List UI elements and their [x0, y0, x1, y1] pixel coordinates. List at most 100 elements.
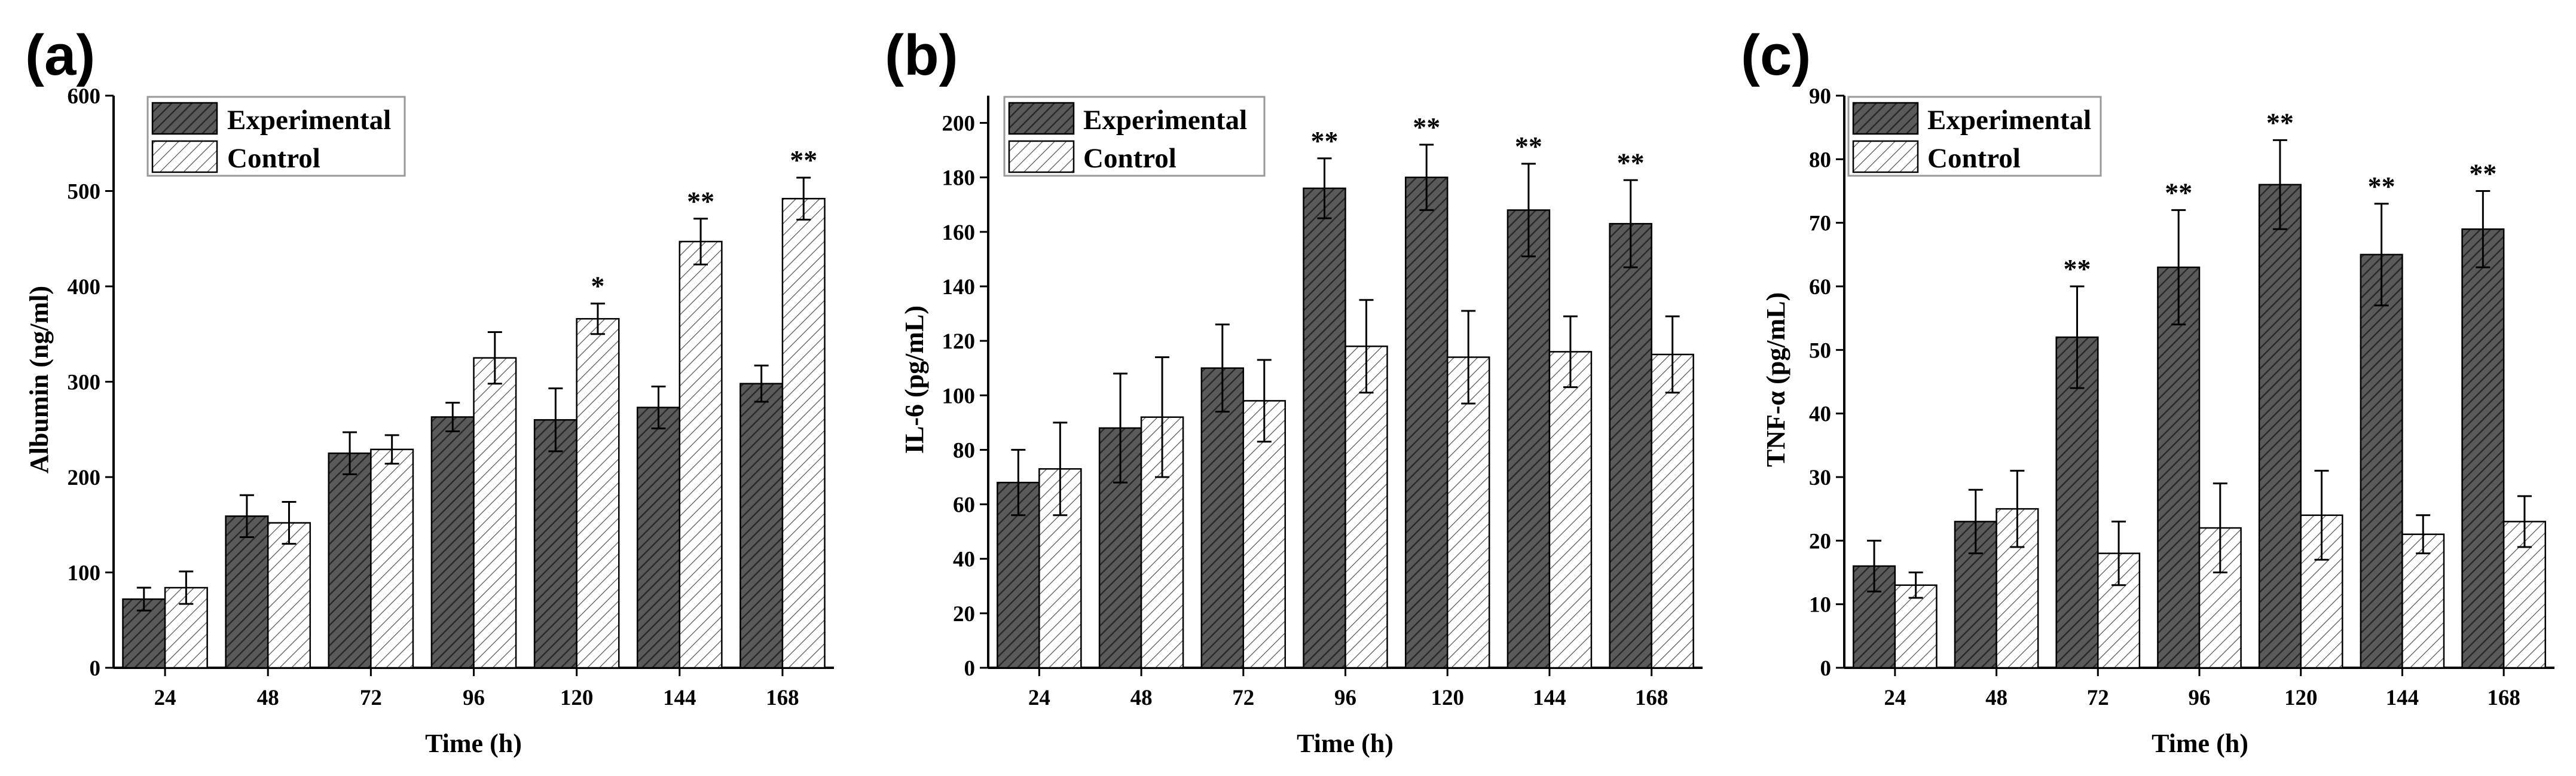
bar-experimental [1303, 187, 1346, 669]
panel-a: (a) Albumin (ng/ml) Time (h) 0 100 200 300 4… [25, 23, 834, 758]
bar-experimental [636, 407, 681, 669]
x-tick-label: 120 [2284, 686, 2318, 710]
x-tick-label: 168 [1635, 686, 1669, 710]
bar-experimental [2360, 253, 2403, 669]
x-tick-label: 72 [1232, 686, 1254, 710]
panel-c-y-axis-title: TNF-α (pg/mL) [1761, 292, 1790, 467]
bar-control [576, 317, 620, 669]
bar-control [1242, 400, 1287, 669]
y-tick-label: 600 [68, 84, 101, 109]
bar-experimental [1404, 176, 1449, 669]
x-tick-label: 168 [2487, 686, 2520, 710]
panel-b-label: (b) [885, 23, 958, 87]
y-tick-label: 160 [942, 221, 976, 245]
x-tick-label: 96 [1334, 686, 1356, 710]
x-tick-label: 96 [2189, 686, 2211, 710]
significance-label: ** [2469, 158, 2496, 189]
x-tick-label: 144 [2386, 686, 2419, 710]
y-tick-label: 80 [1809, 148, 1831, 172]
legend-label-control: Control [227, 143, 320, 174]
x-tick-label: 168 [766, 686, 799, 710]
x-tick-label: 48 [1130, 686, 1153, 710]
x-tick-label: 96 [463, 686, 485, 710]
bar-control [164, 586, 208, 669]
bar-control [2401, 533, 2445, 669]
x-tick-label: 120 [560, 686, 594, 710]
panel-b-x-axis-title: Time (h) [1297, 729, 1394, 758]
y-tick-label: 300 [68, 371, 101, 395]
significance-label: ** [1311, 126, 1339, 156]
y-tick-label: 400 [68, 275, 101, 300]
x-tick-label: 144 [663, 686, 696, 710]
y-tick-label: 40 [953, 548, 975, 572]
legend-label-control: Control [1927, 143, 2021, 174]
y-tick-label: 100 [68, 561, 101, 586]
panel-c: (c) TNF-α (pg/mL) Time (h) 0 10 20 30 40 50 60… [1741, 23, 2554, 758]
significance-label: ** [2063, 253, 2091, 284]
legend-swatch-control [1852, 140, 1919, 173]
y-tick-label: 200 [68, 466, 101, 490]
significance-label: * [591, 271, 604, 301]
legend-label-experimental: Experimental [1083, 105, 1247, 136]
significance-label: ** [1515, 131, 1542, 161]
y-tick-label: 20 [1809, 529, 1831, 554]
y-tick-label: 10 [1809, 593, 1831, 618]
x-tick-label: 120 [1431, 686, 1464, 710]
bar-control [473, 357, 517, 669]
bar-experimental [2055, 336, 2099, 669]
y-tick-label: 50 [1809, 338, 1831, 363]
y-tick-label: 80 [953, 438, 975, 463]
y-tick-label: 0 [964, 656, 976, 681]
bar-control [370, 448, 414, 669]
panel-a-legend: Experimental Control [146, 96, 406, 177]
y-tick-label: 120 [942, 329, 976, 354]
x-tick-label: 48 [1985, 686, 2007, 710]
y-tick-label: 200 [942, 112, 976, 136]
y-tick-label: 0 [1820, 656, 1832, 681]
legend-swatch-control [151, 140, 218, 173]
y-tick-label: 60 [953, 493, 975, 518]
legend-swatch-experimental [1852, 102, 1919, 135]
panel-a-plot: 0 100 200 300 400 500 600 24 48 72 96 120 * 144 ** 168 *… [68, 84, 834, 710]
y-tick-label: 30 [1809, 466, 1831, 490]
bar-control [1894, 584, 1938, 669]
panel-c-label: (c) [1741, 23, 1811, 87]
legend-label-experimental: Experimental [227, 105, 391, 136]
legend-label-control: Control [1083, 143, 1177, 174]
bar-control [679, 240, 723, 669]
significance-label: ** [2266, 107, 2294, 138]
x-tick-label: 72 [360, 686, 382, 710]
x-tick-label: 48 [257, 686, 279, 710]
y-tick-label: 0 [90, 656, 101, 681]
x-tick-label: 24 [1028, 686, 1050, 710]
bar-experimental [740, 383, 784, 669]
panel-b-plot: 0 20 40 60 80 100 120 140 160 180 200 24 48 72 96 ** 120… [942, 96, 1703, 710]
bar-experimental [2461, 228, 2505, 669]
panel-b: (b) IL-6 (pg/mL) Time (h) 0 20 40 60 80 100 12… [885, 23, 1703, 758]
panel-b-y-axis-title: IL-6 (pg/mL) [900, 305, 929, 454]
bar-control [1548, 351, 1593, 669]
bar-experimental [533, 419, 577, 669]
legend-label-experimental: Experimental [1927, 105, 2091, 136]
y-tick-label: 40 [1809, 402, 1831, 427]
bar-experimental [2157, 266, 2201, 669]
panel-a-label: (a) [25, 23, 95, 87]
y-tick-label: 500 [68, 180, 101, 204]
bar-experimental [1609, 222, 1652, 669]
y-tick-label: 90 [1809, 84, 1831, 109]
panel-a-y-axis-title: Albumin (ng/ml) [25, 286, 54, 473]
legend-swatch-experimental [151, 102, 218, 135]
legend-swatch-control [1008, 140, 1075, 173]
y-tick-label: 140 [942, 275, 976, 300]
y-tick-label: 180 [942, 166, 976, 191]
significance-label: ** [790, 145, 817, 175]
y-tick-label: 60 [1809, 275, 1831, 300]
panel-c-x-axis-title: Time (h) [2152, 729, 2248, 758]
panel-a-x-axis-title: Time (h) [425, 729, 522, 758]
significance-label: ** [687, 186, 714, 216]
bar-control [1344, 346, 1388, 669]
panel-b-legend: Experimental Control [1003, 96, 1266, 177]
bar-experimental [1200, 367, 1245, 669]
significance-label: ** [2368, 171, 2395, 201]
